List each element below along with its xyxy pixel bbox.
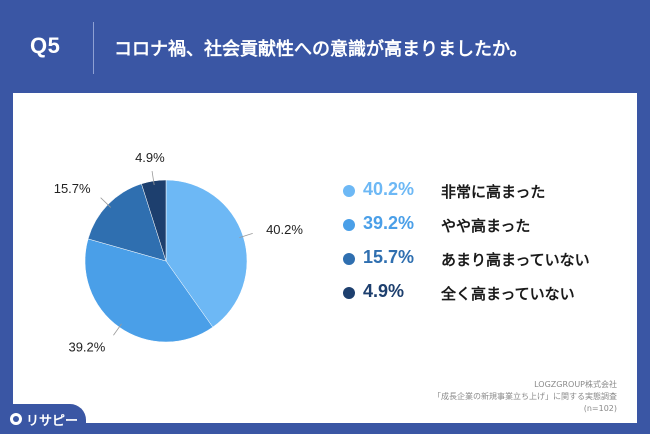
- pie-data-label: 4.9%: [135, 150, 165, 165]
- legend-label: あまり高まっていない: [441, 251, 590, 269]
- brand-logo: リサピー: [0, 404, 86, 434]
- legend-item: 15.7% あまり高まっていない: [343, 247, 623, 281]
- source-company: LOGZGROUP株式会社: [534, 380, 617, 389]
- legend: 40.2% 非常に高まった 39.2% やや高まった 15.7% あまり高まっていない 4.…: [343, 179, 623, 315]
- legend-item: 39.2% やや高まった: [343, 213, 623, 247]
- legend-label: 全く高まっていない: [441, 285, 575, 303]
- leader-line: [239, 233, 253, 239]
- legend-dot-icon: [343, 185, 355, 197]
- legend-value: 40.2%: [363, 179, 415, 199]
- logo-text: リサピー: [26, 414, 79, 429]
- legend-dot-icon: [343, 253, 355, 265]
- pie-chart: 40.2% 39.2% 15.7% 4.9%: [54, 150, 304, 355]
- leader-line: [151, 171, 155, 185]
- pie-data-label: 40.2%: [266, 222, 303, 237]
- legend-value: 15.7%: [363, 247, 415, 267]
- pie-data-label: 15.7%: [54, 181, 91, 196]
- source-survey: 「成長企業の新規事業立ち上げ」に関する実態調査: [433, 392, 617, 401]
- header-divider: [93, 22, 94, 74]
- question-title: コロナ禍、社会貢献性への意識が高まりましたか。: [114, 39, 528, 60]
- legend-label: 非常に高まった: [441, 183, 546, 201]
- legend-item: 4.9% 全く高まっていない: [343, 281, 623, 315]
- legend-dot-icon: [343, 287, 355, 299]
- pie-data-label: 39.2%: [68, 340, 105, 355]
- legend-dot-icon: [343, 219, 355, 231]
- leader-line: [113, 323, 122, 336]
- header: Q5 コロナ禍、社会貢献性への意識が高まりましたか。: [0, 0, 650, 92]
- legend-value: 4.9%: [363, 281, 405, 301]
- leader-line: [100, 197, 111, 208]
- source-note: LOGZGROUP株式会社 「成長企業の新規事業立ち上げ」に関する実態調査 (n…: [433, 379, 617, 415]
- legend-value: 39.2%: [363, 213, 415, 233]
- question-number: Q5: [30, 33, 61, 58]
- legend-item: 40.2% 非常に高まった: [343, 179, 623, 213]
- logo-pin-icon: [10, 413, 22, 425]
- chart-card: 40.2% 39.2% 15.7% 4.9% 40.2% 非常に高まった 39.2% やや高…: [13, 93, 637, 423]
- legend-label: やや高まった: [441, 217, 531, 235]
- source-sample-size: (n=102): [583, 404, 617, 413]
